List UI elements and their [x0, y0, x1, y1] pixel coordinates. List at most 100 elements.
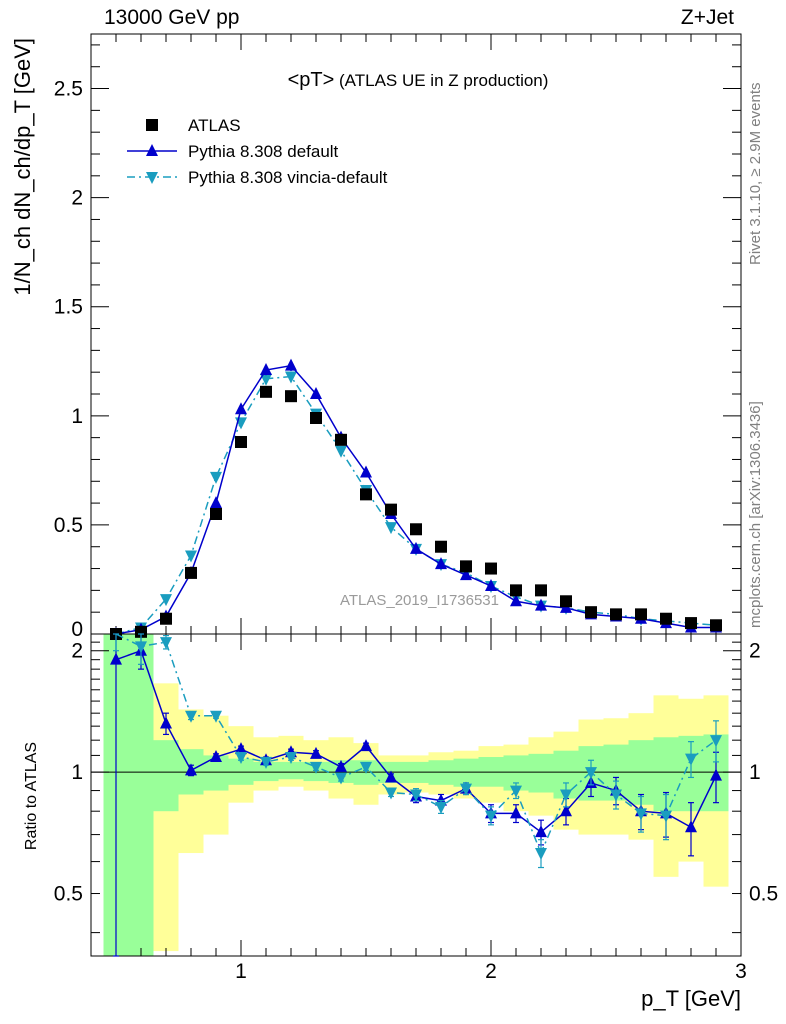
- ratio-vincia-point: [685, 753, 697, 766]
- ratio-y-tick-label: 1: [71, 761, 83, 784]
- axes: [90, 33, 742, 957]
- legend-label: Pythia 8.308 default: [188, 142, 339, 161]
- default-point: [260, 363, 272, 375]
- ratio-vincia-point: [435, 801, 447, 814]
- ratio-y-tick-label-right: 2: [749, 640, 761, 663]
- ratio-y-tick-label: 0.5: [54, 883, 83, 906]
- ratio-default-point: [235, 742, 247, 755]
- ratio-vincia-point: [560, 789, 572, 802]
- ratio-vincia-point: [210, 710, 222, 723]
- vincia-point: [285, 371, 297, 384]
- ratio-vincia-point: [660, 810, 672, 823]
- ratio-default-point: [185, 763, 197, 776]
- atlas-point: [260, 385, 272, 398]
- ratio-default-point: [110, 652, 122, 665]
- band-inner-bin: [278, 761, 304, 780]
- band-inner-bin: [153, 740, 179, 812]
- ratio-vincia-point: [360, 761, 372, 774]
- band-inner-bin: [528, 753, 554, 793]
- main-y-tick-label: 0.5: [54, 514, 83, 537]
- vincia-point: [160, 594, 172, 607]
- ratio-vincia-point: [510, 785, 522, 798]
- atlas-point: [485, 562, 497, 575]
- atlas-point: [335, 433, 347, 446]
- atlas-point: [360, 488, 372, 501]
- atlas-point: [635, 608, 647, 621]
- default-point: [535, 598, 547, 611]
- default-point: [485, 579, 497, 591]
- main-y-tick-label: 2: [71, 187, 83, 210]
- vincia-point: [260, 373, 272, 386]
- ratio-y-axis-label: Ratio to ATLAS: [23, 742, 40, 850]
- ratio-vincia-point: [535, 848, 547, 861]
- ratio-vincia-point: [260, 756, 272, 769]
- default-point: [235, 402, 247, 415]
- ratio-vincia-point: [710, 735, 722, 748]
- legend-marker: [146, 144, 158, 156]
- ratio-y-tick-label-right: 0.5: [749, 883, 778, 906]
- ratio-vincia-point: [410, 789, 422, 802]
- ratio-series: [110, 633, 722, 957]
- ratio-default-point: [685, 820, 697, 833]
- band-inner-bin: [128, 634, 154, 956]
- main-y-tick-label: 1: [71, 405, 83, 428]
- legend-label: Pythia 8.308 vincia-default: [188, 168, 388, 187]
- band-inner-bin: [253, 761, 279, 782]
- default-point: [460, 568, 472, 581]
- default-point: [210, 496, 222, 509]
- ratio-default-point: [310, 746, 322, 759]
- main-y-axis-label: 1/N_ch dN_ch/dp_T [GeV]: [10, 38, 35, 296]
- atlas-point: [135, 625, 147, 638]
- default-point: [410, 541, 422, 554]
- ratio-vincia-point: [460, 783, 472, 796]
- atlas-point: [610, 608, 622, 621]
- ratio-y-tick-label: 2: [71, 640, 83, 663]
- vincia-point: [210, 471, 222, 484]
- header-left: 13000 GeV pp: [104, 6, 240, 29]
- legend-marker: [146, 172, 158, 184]
- header-right: Z+Jet: [680, 6, 734, 29]
- atlas-point: [710, 619, 722, 632]
- legend-marker: [146, 119, 158, 131]
- ratio-vincia-point: [485, 810, 497, 823]
- ratio-default-point: [210, 750, 222, 763]
- x-tick-label: 1: [235, 960, 247, 983]
- main-series: [110, 358, 722, 641]
- default-point: [285, 358, 297, 371]
- vincia-point: [335, 445, 347, 458]
- atlas-point: [160, 612, 172, 625]
- atlas-point: [235, 436, 247, 448]
- main-y-tick-label: 1.5: [54, 296, 83, 319]
- main-y-tick-label: 2.5: [54, 78, 83, 101]
- atlas-point: [310, 412, 322, 424]
- plot-title: <pT> (ATLAS UE in Z production): [288, 69, 549, 91]
- default-point: [435, 557, 447, 570]
- ratio-default-point: [335, 759, 347, 772]
- atlas-point: [285, 390, 297, 403]
- atlas-point: [510, 584, 522, 597]
- default-point: [360, 465, 372, 478]
- vincia-point: [385, 522, 397, 535]
- atlas-point: [385, 503, 397, 516]
- atlas-point: [410, 523, 422, 536]
- atlas-point: [685, 617, 697, 630]
- ratio-vincia-point: [160, 637, 172, 650]
- ratio-vincia-point: [385, 787, 397, 800]
- main-y-tick-label: 0: [71, 618, 83, 641]
- ratio-default-point: [510, 806, 522, 819]
- ratio-vincia-point: [285, 752, 297, 765]
- default-point: [510, 594, 522, 607]
- ratio-vincia-point: [335, 772, 347, 785]
- atlas-point: [585, 606, 597, 619]
- ratio-vincia-point: [135, 641, 147, 654]
- vincia-point: [185, 550, 197, 563]
- atlas-point: [210, 508, 222, 520]
- atlas-point: [560, 595, 572, 608]
- atlas-point: [460, 560, 472, 573]
- ratio-default-point: [360, 739, 372, 752]
- ratio-vincia-point: [635, 808, 647, 821]
- ratio-vincia-point: [310, 761, 322, 774]
- default-point: [310, 387, 322, 399]
- ratio-default-point: [385, 770, 397, 783]
- texts: 1 2 3 0 0.5 1 1.5 2 2.5 0.5 0.5 1 1 2 2 p_T [GeV] 1/N_ch…: [10, 38, 778, 1011]
